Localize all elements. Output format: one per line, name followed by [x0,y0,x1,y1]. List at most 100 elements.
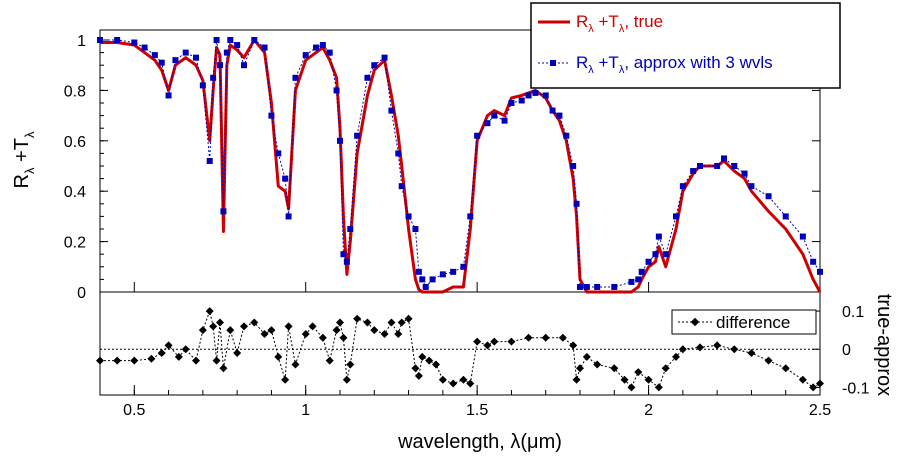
series-approx-point [741,170,748,177]
series-difference-point [325,356,334,365]
series-difference-point [483,341,492,350]
series-approx-point [655,233,662,240]
series-difference-point [466,379,475,388]
x-ticks: 0.5 1 1.5 2 2.5 [99,282,831,419]
series-difference-point [473,337,482,346]
top-y-tick-label: 0.2 [64,235,86,252]
series-approx-point [594,283,601,290]
series-difference-point [342,375,351,384]
series-difference-point [644,375,653,384]
series-difference-point [620,375,629,384]
series-difference-point [216,318,224,327]
series-difference-point [425,356,434,365]
series-difference-point [438,375,447,384]
series-approx-point [217,62,223,69]
series-difference-point [181,345,190,354]
y-axis-label-left: Rλ +Tλ [11,131,37,188]
series-difference-point [459,375,468,384]
series-approx-point [518,97,525,104]
series-difference-point [593,360,602,369]
series-approx-point [556,112,563,119]
series-approx-point [419,276,426,283]
series-approx-point [234,42,241,49]
series-difference-point [781,364,790,373]
series-approx-point [319,42,326,49]
series-approx-point [251,37,258,43]
y-axis-label-right: true-approx [873,294,895,396]
series-approx-point [292,74,299,81]
series-approx-point [364,74,371,81]
series-approx-point [158,59,165,66]
series-approx-point [97,37,103,43]
series-difference-point [205,307,214,316]
series-difference-point [212,356,221,365]
bottom-y-tick-label: -0.1 [842,380,870,397]
top-y-tick-label: 0.8 [64,83,86,100]
series-approx-point [275,150,282,157]
series-approx-point [131,39,138,46]
series-approx-point [460,263,467,270]
x-tick-label: 2.5 [809,402,831,419]
series-true-line [100,38,822,294]
series-difference-point [174,352,183,361]
series-approx-point [313,44,319,51]
series-difference-point [284,322,293,331]
x-axis-label: wavelength, λ(μm) [397,431,562,453]
series-difference-point [339,333,348,342]
series-difference-point [291,360,300,369]
series-approx-point [199,82,206,89]
series-difference-point [346,360,355,369]
svg-text:Rλ +Tλ: Rλ +Tλ [11,131,37,188]
series-difference-point [654,383,663,392]
series-approx-point [220,208,227,215]
series-approx-point [141,44,148,51]
series-approx-point [662,251,669,258]
series-difference-point [418,352,427,361]
series-difference-point [226,326,235,335]
series-difference-point [541,333,550,342]
series-approx-point [439,271,446,278]
series-difference-point [490,337,499,346]
series-approx-point [213,37,220,43]
series-approx-point [268,112,275,119]
series-difference-point [730,345,739,354]
series-difference-point [130,356,139,365]
series-approx-point [422,283,429,290]
series-approx-point [563,132,570,139]
series-difference-point [209,322,218,331]
series-approx-point [354,132,361,139]
series-approx-point [151,52,158,59]
top-y-tick-label: 0.4 [64,184,86,201]
series-difference-point [318,333,327,342]
series-approx-point [223,49,230,56]
series-approx-point [241,62,247,69]
series-difference-point [380,329,389,338]
series-difference-point [414,371,423,380]
bottom-y-tick-label: 0.1 [842,304,864,321]
series-approx-point [474,132,481,139]
series-difference-point [747,349,756,358]
series-difference-point [363,318,372,327]
series-difference-point [387,318,396,327]
series-difference-point [610,364,619,373]
series-approx-point [628,278,635,285]
series-difference-point [432,360,440,369]
series-approx-point [532,89,539,96]
series-approx-point [302,52,309,59]
series-approx-point [673,213,679,220]
series-approx-point [491,112,498,119]
series-difference-point [219,364,228,373]
series-approx-point [388,107,395,114]
series-approx-point [635,276,642,283]
series-difference-point [96,356,104,365]
series-approx-point [210,74,217,81]
series-approx-point [381,54,388,61]
series-difference-point [507,337,516,346]
series-approx-point [645,258,652,265]
series-difference-point [661,364,670,373]
series-difference-point [301,329,310,338]
series-approx-point [405,213,412,220]
series-approx-point [114,37,121,43]
series-difference-point [332,326,341,335]
